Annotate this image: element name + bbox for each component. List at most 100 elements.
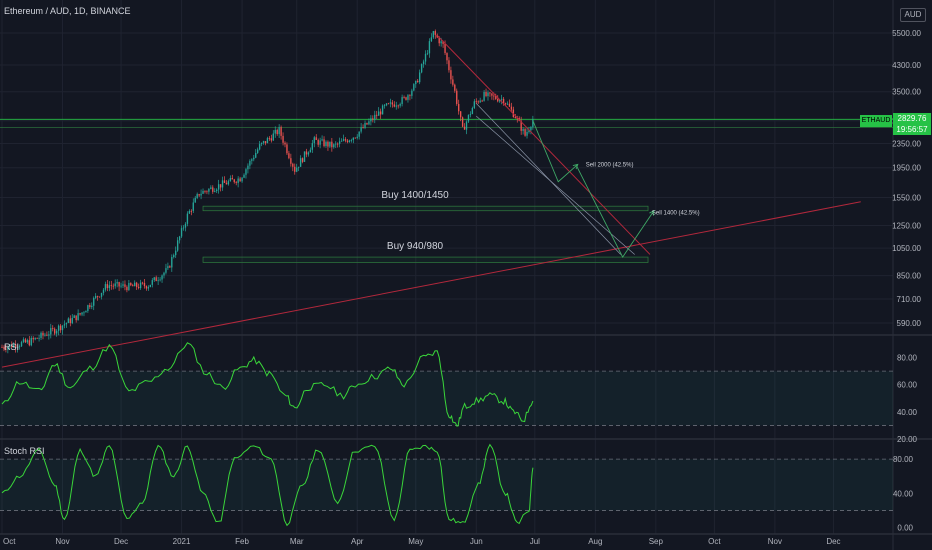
candle-body bbox=[420, 64, 423, 73]
band-fill bbox=[0, 459, 893, 511]
candle-body bbox=[502, 98, 505, 104]
candle-body bbox=[452, 79, 454, 85]
candle-body bbox=[366, 122, 368, 125]
candle-body bbox=[337, 143, 339, 145]
candle-body bbox=[379, 111, 382, 115]
candle-body bbox=[268, 138, 271, 139]
candle-body bbox=[317, 139, 319, 145]
candle-body bbox=[422, 61, 425, 65]
candle-body bbox=[180, 228, 183, 237]
candle-body bbox=[383, 105, 386, 107]
candle-body bbox=[54, 328, 56, 334]
candle-body bbox=[192, 202, 194, 211]
candle-body bbox=[145, 286, 148, 289]
candle-body bbox=[217, 184, 220, 190]
rsi-tick-label: 60.00 bbox=[897, 381, 918, 390]
candle-body bbox=[475, 101, 477, 103]
candle-body bbox=[495, 96, 497, 99]
candle-body bbox=[169, 266, 171, 268]
candle-body bbox=[137, 286, 140, 289]
price-channel-bottom bbox=[476, 115, 635, 255]
candle-body bbox=[143, 283, 146, 287]
candle-body bbox=[227, 181, 230, 185]
candle-body bbox=[5, 348, 7, 350]
candle-body bbox=[11, 344, 13, 348]
candle-body bbox=[335, 143, 337, 145]
candle-body bbox=[233, 179, 235, 183]
candle-body bbox=[506, 103, 509, 105]
candle-body bbox=[471, 107, 474, 114]
candle-body bbox=[24, 339, 27, 343]
candle-body bbox=[253, 157, 255, 160]
candle-body bbox=[202, 190, 204, 194]
candle-body bbox=[14, 344, 17, 349]
candle-body bbox=[184, 223, 187, 228]
candle-body bbox=[171, 257, 173, 268]
candle-body bbox=[510, 106, 513, 110]
candle-body bbox=[430, 37, 433, 42]
candle-body bbox=[463, 126, 466, 130]
stoch-rsi-line bbox=[1, 443, 534, 527]
candle-body bbox=[434, 31, 436, 35]
candle-body bbox=[44, 334, 46, 336]
candle-body bbox=[391, 102, 394, 105]
candle-body bbox=[493, 95, 495, 97]
candle-body bbox=[264, 141, 267, 144]
candle-body bbox=[135, 282, 138, 287]
candle-body bbox=[188, 210, 191, 214]
candle-body bbox=[356, 136, 358, 138]
candle-body bbox=[309, 149, 312, 153]
candlesticks bbox=[1, 29, 534, 354]
candle-body bbox=[294, 166, 296, 172]
candle-body bbox=[399, 103, 401, 106]
candle-body bbox=[487, 92, 489, 97]
candle-body bbox=[134, 282, 136, 287]
candle-body bbox=[473, 101, 476, 108]
candle-body bbox=[65, 322, 68, 325]
candle-body bbox=[28, 340, 31, 346]
candle-body bbox=[448, 60, 450, 71]
candle-body bbox=[77, 313, 79, 321]
candle-body bbox=[128, 282, 130, 291]
candle-body bbox=[387, 103, 390, 105]
candle-body bbox=[270, 138, 273, 141]
band-fill bbox=[0, 371, 893, 426]
candle-body bbox=[163, 272, 165, 276]
candle-body bbox=[149, 284, 152, 288]
candle-body bbox=[204, 190, 206, 192]
candle-body bbox=[499, 99, 501, 102]
projection-arrow-2 bbox=[575, 164, 655, 258]
candle-body bbox=[467, 114, 470, 122]
candle-body bbox=[362, 127, 364, 129]
currency-button[interactable]: AUD bbox=[900, 8, 926, 22]
candle-body bbox=[40, 332, 42, 338]
drawing-zones bbox=[0, 118, 893, 263]
candle-body bbox=[243, 174, 245, 178]
candle-body bbox=[63, 324, 66, 326]
candle-body bbox=[528, 130, 530, 132]
candle-body bbox=[216, 189, 218, 192]
candle-body bbox=[91, 305, 93, 308]
candle-body bbox=[442, 41, 444, 44]
candle-body bbox=[389, 102, 392, 104]
candle-body bbox=[249, 160, 251, 166]
candle-body bbox=[360, 127, 362, 132]
candle-body bbox=[100, 292, 103, 297]
long-term-support bbox=[1, 201, 861, 368]
candle-body bbox=[352, 137, 354, 141]
candle-body bbox=[229, 178, 232, 182]
candle-body bbox=[159, 279, 161, 281]
candle-body bbox=[20, 342, 23, 347]
candle-body bbox=[344, 139, 347, 141]
candle-body bbox=[206, 191, 208, 193]
candle-body bbox=[286, 144, 288, 154]
candle-body bbox=[55, 330, 58, 334]
candle-body bbox=[409, 95, 411, 97]
candle-body bbox=[329, 141, 331, 147]
candle-body bbox=[461, 117, 464, 127]
candle-body bbox=[132, 285, 134, 287]
time-tick-label: Jun bbox=[470, 537, 483, 546]
time-tick-label: Nov bbox=[768, 537, 782, 546]
